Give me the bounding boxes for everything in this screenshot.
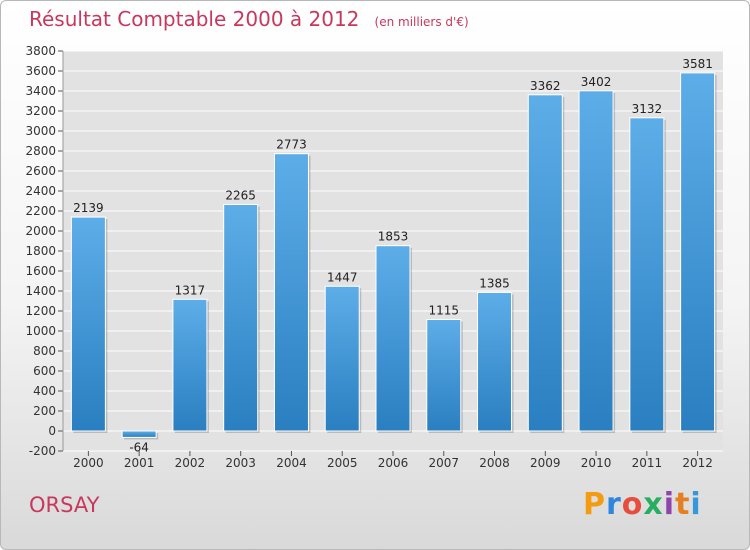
y-tick-label: 200	[33, 404, 56, 418]
chart-subtitle: (en milliers d'€)	[374, 15, 469, 29]
bar-2009	[527, 94, 563, 432]
bar-2000	[70, 216, 106, 432]
data-label-2007: 1115	[428, 304, 459, 318]
logo-letter: r	[606, 487, 622, 522]
x-tick-label-2001: 2001	[124, 456, 155, 470]
logo-letter: i	[690, 487, 702, 522]
data-label-2003: 2265	[225, 189, 256, 203]
logo-letter: P	[583, 487, 606, 522]
data-label-2012: 3581	[682, 57, 713, 71]
x-tick-label-2010: 2010	[581, 456, 612, 470]
bar-2011	[629, 117, 665, 432]
logo-letter: x	[643, 487, 664, 522]
bars	[70, 72, 717, 440]
title-row: Résultat Comptable 2000 à 2012 (en milli…	[29, 7, 469, 31]
x-tick-label-2009: 2009	[530, 456, 561, 470]
bar-data-labels: 2139 -64 1317 2265 2773 1447 1853 1115 1385 3362 3…	[73, 57, 713, 454]
y-tick-label: 3200	[25, 104, 56, 118]
y-tick-label: 2400	[25, 184, 56, 198]
chart-title: Résultat Comptable 2000 à 2012	[29, 7, 360, 31]
x-axis-tick-labels: 2000 2001 2002 2003 2004 2005 2006 2007 2008 2009…	[73, 451, 713, 470]
data-label-2011: 3132	[632, 102, 663, 116]
y-tick-label: 800	[33, 344, 56, 358]
data-label-2006: 1853	[378, 230, 409, 244]
data-label-2010: 3402	[581, 75, 612, 89]
place-name: ORSAY	[29, 493, 100, 517]
data-label-2008: 1385	[479, 277, 510, 291]
bar-2012	[680, 72, 716, 432]
y-tick-label: 2200	[25, 204, 56, 218]
bar-2003	[223, 204, 259, 432]
x-tick-label-2003: 2003	[225, 456, 256, 470]
data-label-2009: 3362	[530, 79, 561, 93]
proxiti-logo: Proxiti	[583, 487, 702, 522]
data-label-2005: 1447	[327, 270, 358, 284]
x-tick-label-2006: 2006	[378, 456, 409, 470]
y-tick-label: 1400	[25, 284, 56, 298]
bar-2010	[578, 90, 614, 432]
bar-2002	[172, 298, 208, 432]
bar-2006	[375, 245, 411, 432]
x-tick-label-2004: 2004	[276, 456, 307, 470]
logo-letter: t	[675, 487, 691, 522]
logo-letter: i	[663, 487, 676, 522]
x-tick-label-2011: 2011	[632, 456, 663, 470]
x-tick-label-2000: 2000	[73, 456, 104, 470]
data-label-2004: 2773	[276, 138, 307, 152]
y-tick-label: 3600	[25, 64, 56, 78]
bar-2007	[426, 319, 462, 432]
data-label-2001: -64	[129, 440, 149, 454]
y-tick-label: 0	[48, 424, 56, 438]
y-tick-label: 2000	[25, 224, 56, 238]
y-tick-label: -200	[29, 444, 56, 458]
y-tick-label: 2800	[25, 144, 56, 158]
x-tick-label-2008: 2008	[479, 456, 510, 470]
x-tick-label-2012: 2012	[682, 456, 713, 470]
y-tick-label: 600	[33, 364, 56, 378]
y-tick-label: 400	[33, 384, 56, 398]
y-tick-label: 3800	[25, 44, 56, 58]
y-axis-tick-labels: -200 0 200 400 600 800 1000 1200 1400 1600 1800 200…	[25, 44, 64, 458]
y-tick-label: 3400	[25, 84, 56, 98]
y-tick-label: 1200	[25, 304, 56, 318]
y-tick-label: 1600	[25, 264, 56, 278]
bar-2005	[324, 285, 360, 432]
y-tick-label: 2600	[25, 164, 56, 178]
x-tick-label-2005: 2005	[327, 456, 358, 470]
bar-2001	[121, 430, 157, 438]
logo-letter: o	[621, 487, 644, 522]
data-label-2000: 2139	[73, 201, 104, 215]
x-tick-label-2002: 2002	[175, 456, 206, 470]
bar-2008	[477, 292, 513, 432]
data-label-2002: 1317	[175, 283, 206, 297]
bar-2004	[273, 153, 309, 432]
y-tick-label: 3000	[25, 124, 56, 138]
x-tick-label-2007: 2007	[428, 456, 459, 470]
y-tick-label: 1000	[25, 324, 56, 338]
y-tick-label: 1800	[25, 244, 56, 258]
